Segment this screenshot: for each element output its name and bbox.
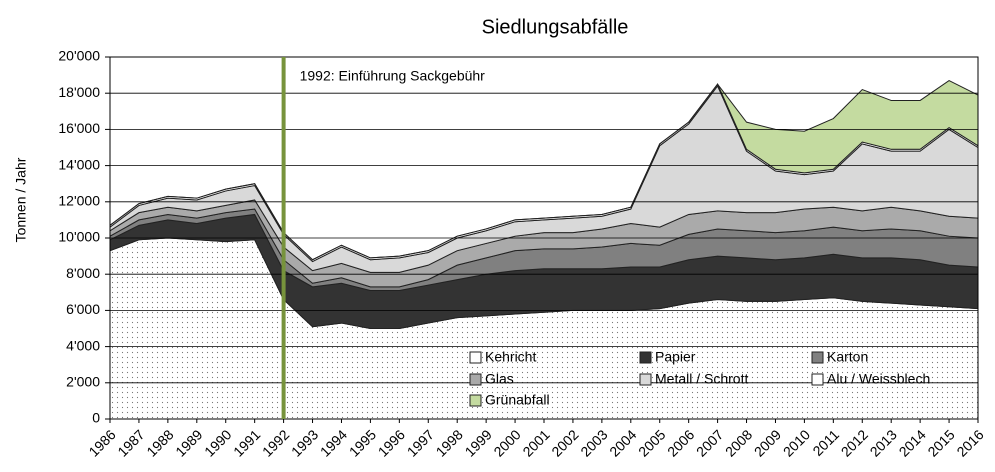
y-tick-label: 4'000	[66, 337, 100, 353]
legend-label: Alu / Weissblech	[827, 371, 930, 387]
x-tick-label: 1991	[230, 426, 263, 459]
legend-swatch	[469, 351, 482, 364]
legend-swatch	[811, 351, 824, 364]
x-tick-label: 2004	[606, 426, 639, 459]
x-tick-label: 2006	[664, 426, 697, 459]
x-tick-label: 2016	[953, 426, 986, 459]
legend-label: Kehricht	[485, 349, 536, 365]
x-tick-label: 2015	[924, 426, 957, 459]
y-tick-label: 8'000	[66, 265, 100, 281]
x-tick-label: 2012	[838, 426, 871, 459]
legend-swatch	[469, 394, 482, 407]
x-tick-label: 1992	[259, 426, 292, 459]
legend-swatch	[639, 373, 652, 386]
annotation-text: 1992: Einführung Sackgebühr	[300, 68, 486, 84]
x-tick-label: 2009	[751, 426, 784, 459]
x-tick-label: 1999	[462, 426, 495, 459]
x-tick-label: 1990	[201, 426, 234, 459]
x-tick-label: 1998	[433, 426, 466, 459]
x-tick-label: 1994	[317, 426, 350, 459]
y-tick-label: 18'000	[58, 84, 100, 100]
x-tick-label: 2008	[722, 426, 755, 459]
legend-swatch	[811, 373, 824, 386]
x-tick-label: 1996	[375, 426, 408, 459]
x-tick-label: 1988	[143, 426, 176, 459]
x-tick-label: 2003	[577, 426, 610, 459]
y-tick-label: 12'000	[58, 193, 100, 209]
x-tick-label: 2002	[548, 426, 581, 459]
x-tick-label: 1997	[404, 426, 437, 459]
x-tick-label: 2011	[809, 426, 842, 459]
x-tick-label: 2010	[780, 426, 813, 459]
y-tick-label: 20'000	[58, 48, 100, 64]
legend-label: Papier	[655, 349, 696, 365]
x-tick-label: 2005	[635, 426, 668, 459]
legend-swatch	[469, 373, 482, 386]
legend-label: Grünabfall	[485, 392, 550, 408]
y-tick-label: 16'000	[58, 120, 100, 136]
chart-title: Siedlungsabfälle	[482, 16, 629, 38]
legend-label: Glas	[485, 371, 514, 387]
x-tick-label: 2000	[490, 426, 523, 459]
x-tick-label: 1995	[346, 426, 379, 459]
y-tick-label: 2'000	[66, 374, 100, 390]
x-tick-label: 1989	[172, 426, 205, 459]
x-tick-label: 1987	[114, 426, 147, 459]
x-tick-label: 2001	[519, 426, 552, 459]
y-axis-label: Tonnen / Jahr	[13, 157, 29, 242]
x-tick-label: 2007	[693, 426, 726, 459]
y-tick-label: 6'000	[66, 301, 100, 317]
x-tick-label: 1993	[288, 426, 321, 459]
x-tick-label: 1986	[85, 426, 118, 459]
y-tick-label: 14'000	[58, 156, 100, 172]
x-tick-label: 2013	[867, 426, 900, 459]
y-tick-label: 0	[92, 410, 100, 426]
x-tick-label: 2014	[896, 426, 929, 459]
legend-label: Karton	[827, 349, 868, 365]
y-tick-label: 10'000	[58, 229, 100, 245]
legend-swatch	[639, 351, 652, 364]
legend-label: Metall / Schrott	[655, 371, 748, 387]
